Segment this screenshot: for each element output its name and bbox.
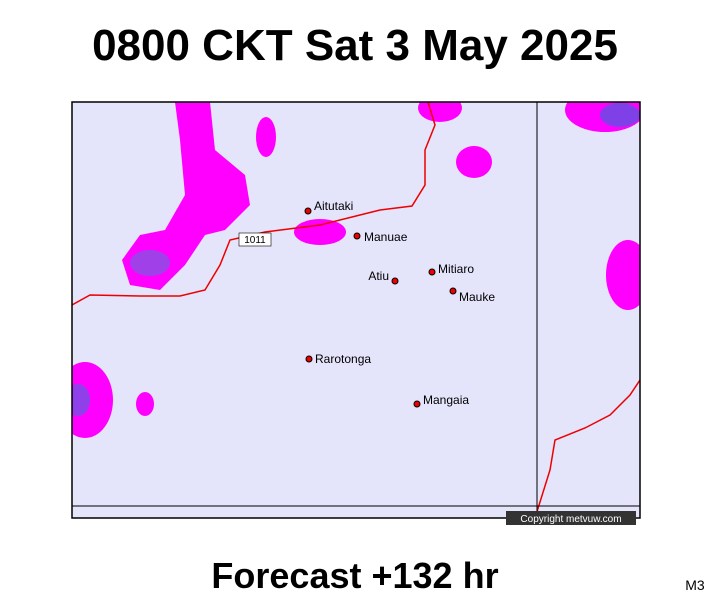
islands: Aitutaki Manuae Atiu Mitiaro Mauke Rarot… bbox=[304, 199, 495, 408]
isobar-label-box bbox=[238, 232, 272, 247]
island-label: Atiu bbox=[368, 269, 389, 283]
island-dot bbox=[413, 400, 421, 408]
map-area bbox=[72, 102, 640, 518]
island-label: Mauke bbox=[459, 290, 495, 304]
island-dot bbox=[428, 268, 436, 276]
map-frame bbox=[71, 101, 641, 519]
title: 0800 CKT Sat 3 May 2025 bbox=[92, 21, 618, 70]
island-label: Aitutaki bbox=[314, 199, 353, 213]
island-dot bbox=[304, 207, 312, 215]
island-dot bbox=[391, 277, 399, 285]
copyright-box bbox=[506, 511, 636, 525]
isobars bbox=[72, 102, 640, 518]
precip bbox=[72, 102, 640, 438]
island-label: Mangaia bbox=[423, 393, 469, 407]
island-dot bbox=[305, 355, 313, 363]
island-dot bbox=[353, 232, 361, 240]
island-label: Mitiaro bbox=[438, 262, 474, 276]
island-label: Manuae bbox=[364, 230, 408, 244]
island-dot bbox=[449, 287, 457, 295]
model-label: M3 bbox=[685, 577, 705, 593]
forecast-label: Forecast +132 hr bbox=[211, 555, 498, 596]
island-label: Rarotonga bbox=[315, 352, 371, 366]
copyright: Copyright metvuw.com bbox=[520, 514, 621, 525]
isobar-label: 1011 bbox=[244, 235, 266, 246]
